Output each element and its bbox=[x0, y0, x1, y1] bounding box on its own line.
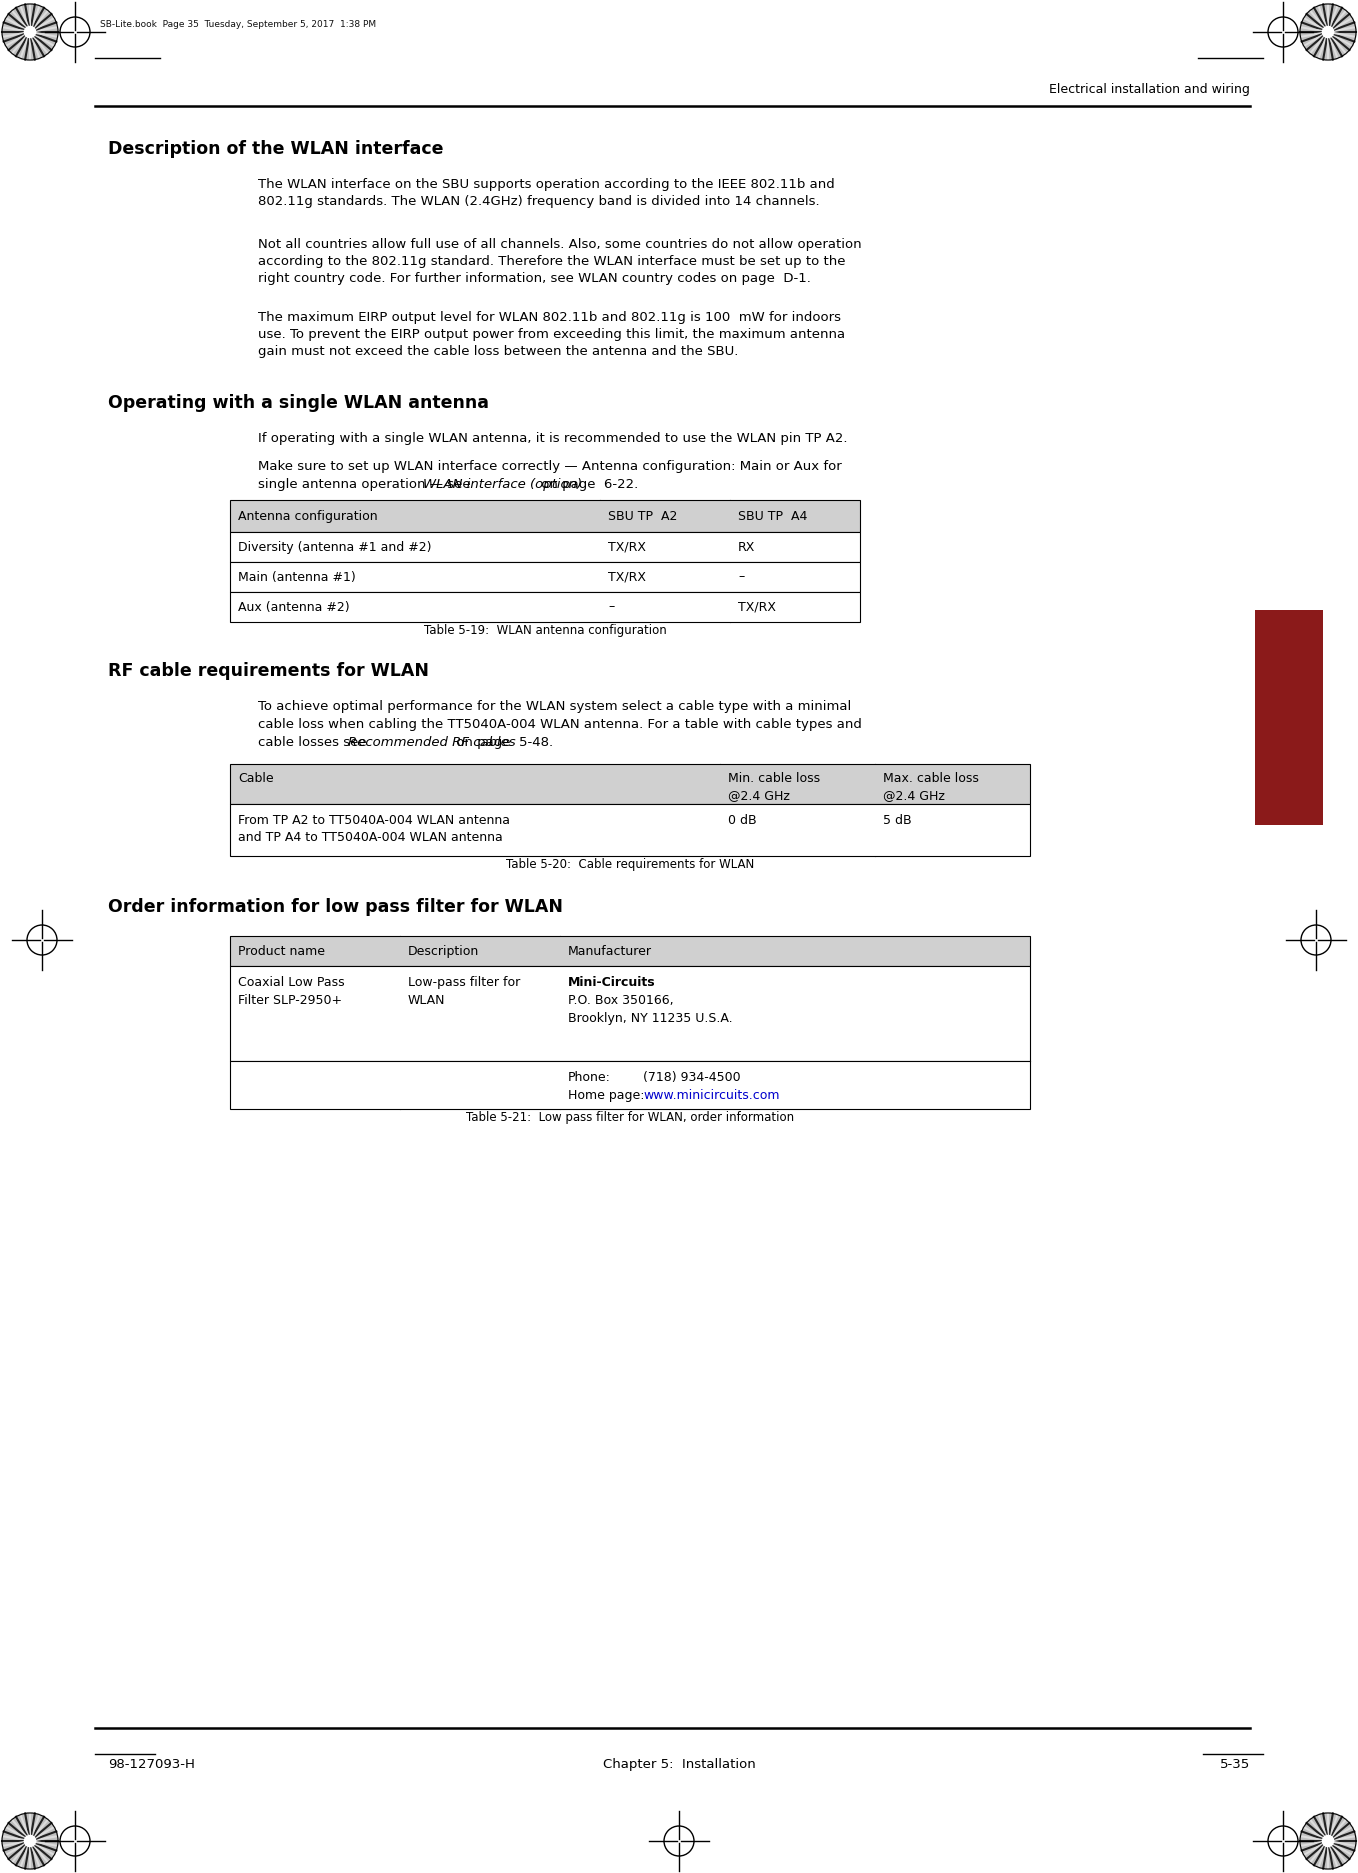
Text: Table 5-19:  WLAN antenna configuration: Table 5-19: WLAN antenna configuration bbox=[424, 624, 667, 637]
Text: SBU TP  A2: SBU TP A2 bbox=[608, 509, 678, 523]
Text: Low-pass filter for: Low-pass filter for bbox=[407, 976, 520, 989]
Bar bbox=[230, 562, 860, 592]
Text: Not all countries allow full use of all channels. Also, some countries do not al: Not all countries allow full use of all … bbox=[258, 238, 861, 285]
Bar bbox=[230, 532, 860, 562]
Text: 5 dB: 5 dB bbox=[883, 815, 911, 828]
Text: Aux (antenna #2): Aux (antenna #2) bbox=[238, 601, 349, 614]
Text: TX/RX: TX/RX bbox=[608, 571, 646, 584]
Text: Mini-Circuits: Mini-Circuits bbox=[568, 976, 656, 989]
Text: Max. cable loss: Max. cable loss bbox=[883, 772, 979, 785]
Text: The maximum EIRP output level for WLAN 802.11b and 802.11g is 100  mW for indoor: The maximum EIRP output level for WLAN 8… bbox=[258, 311, 845, 358]
Text: RF cable requirements for WLAN: RF cable requirements for WLAN bbox=[109, 661, 429, 680]
Text: TX/RX: TX/RX bbox=[737, 601, 775, 614]
Bar bbox=[230, 966, 1029, 1060]
Text: 5-35: 5-35 bbox=[1219, 1759, 1249, 1772]
Circle shape bbox=[1300, 1813, 1357, 1869]
Text: single antenna operation — see: single antenna operation — see bbox=[258, 478, 475, 491]
Text: @2.4 GHz: @2.4 GHz bbox=[883, 789, 945, 802]
Text: Description: Description bbox=[407, 944, 479, 957]
Text: –: – bbox=[608, 601, 614, 614]
Text: Electrical installation and wiring: Electrical installation and wiring bbox=[1050, 82, 1249, 96]
Bar bbox=[230, 764, 1029, 804]
Text: Phone:: Phone: bbox=[568, 1071, 611, 1084]
Text: on page  6-22.: on page 6-22. bbox=[536, 478, 638, 491]
Text: Table 5-20:  Cable requirements for WLAN: Table 5-20: Cable requirements for WLAN bbox=[507, 858, 754, 871]
Text: Brooklyn, NY 11235 U.S.A.: Brooklyn, NY 11235 U.S.A. bbox=[568, 1011, 732, 1025]
Text: Manufacturer: Manufacturer bbox=[568, 944, 652, 957]
Text: If operating with a single WLAN antenna, it is recommended to use the WLAN pin T: If operating with a single WLAN antenna,… bbox=[258, 433, 847, 446]
Text: P.O. Box 350166,: P.O. Box 350166, bbox=[568, 995, 674, 1008]
Text: TX/RX: TX/RX bbox=[608, 541, 646, 554]
Circle shape bbox=[24, 1836, 35, 1847]
Text: RX: RX bbox=[737, 541, 755, 554]
Text: Home page:: Home page: bbox=[568, 1088, 645, 1101]
Text: –: – bbox=[737, 571, 744, 584]
Bar bbox=[230, 592, 860, 622]
Text: From TP A2 to TT5040A-004 WLAN antenna: From TP A2 to TT5040A-004 WLAN antenna bbox=[238, 815, 511, 828]
Text: Cable: Cable bbox=[238, 772, 273, 785]
Text: Main (antenna #1): Main (antenna #1) bbox=[238, 571, 356, 584]
Text: (718) 934-4500: (718) 934-4500 bbox=[642, 1071, 740, 1084]
Circle shape bbox=[24, 26, 35, 37]
Bar bbox=[230, 1060, 1029, 1109]
Text: Antenna configuration: Antenna configuration bbox=[238, 509, 378, 523]
Bar bbox=[230, 500, 860, 532]
Bar bbox=[230, 804, 1029, 856]
Text: To achieve optimal performance for the WLAN system select a cable type with a mi: To achieve optimal performance for the W… bbox=[258, 701, 851, 714]
Text: Operating with a single WLAN antenna: Operating with a single WLAN antenna bbox=[109, 393, 489, 412]
Text: on page  5-48.: on page 5-48. bbox=[452, 736, 553, 749]
Text: and TP A4 to TT5040A-004 WLAN antenna: and TP A4 to TT5040A-004 WLAN antenna bbox=[238, 832, 502, 845]
Circle shape bbox=[1323, 1836, 1334, 1847]
Circle shape bbox=[1323, 26, 1334, 37]
Circle shape bbox=[1300, 4, 1357, 60]
Text: www.minicircuits.com: www.minicircuits.com bbox=[642, 1088, 779, 1101]
Text: Make sure to set up WLAN interface correctly — Antenna configuration: Main or Au: Make sure to set up WLAN interface corre… bbox=[258, 461, 842, 474]
Text: cable losses see: cable losses see bbox=[258, 736, 371, 749]
Text: Table 5-21:  Low pass filter for WLAN, order information: Table 5-21: Low pass filter for WLAN, or… bbox=[466, 1111, 794, 1124]
Text: Coaxial Low Pass: Coaxial Low Pass bbox=[238, 976, 345, 989]
Bar bbox=[230, 936, 1029, 966]
Text: cable loss when cabling the TT5040A-004 WLAN antenna. For a table with cable typ: cable loss when cabling the TT5040A-004 … bbox=[258, 717, 862, 730]
Text: 0 dB: 0 dB bbox=[728, 815, 756, 828]
Text: @2.4 GHz: @2.4 GHz bbox=[728, 789, 790, 802]
Circle shape bbox=[1, 4, 58, 60]
Text: Min. cable loss: Min. cable loss bbox=[728, 772, 820, 785]
Text: 98-127093-H: 98-127093-H bbox=[109, 1759, 196, 1772]
Bar bbox=[1255, 611, 1323, 824]
Text: WLAN interface (option): WLAN interface (option) bbox=[422, 478, 583, 491]
Circle shape bbox=[1, 1813, 58, 1869]
Text: The WLAN interface on the SBU supports operation according to the IEEE 802.11b a: The WLAN interface on the SBU supports o… bbox=[258, 178, 835, 208]
Text: Recommended RF cables: Recommended RF cables bbox=[349, 736, 516, 749]
Text: WLAN: WLAN bbox=[407, 995, 445, 1008]
Text: Diversity (antenna #1 and #2): Diversity (antenna #1 and #2) bbox=[238, 541, 432, 554]
Text: SB-Lite.book  Page 35  Tuesday, September 5, 2017  1:38 PM: SB-Lite.book Page 35 Tuesday, September … bbox=[100, 21, 376, 28]
Text: Filter SLP-2950+: Filter SLP-2950+ bbox=[238, 995, 342, 1008]
Text: Order information for low pass filter for WLAN: Order information for low pass filter fo… bbox=[109, 897, 564, 916]
Text: SBU TP  A4: SBU TP A4 bbox=[737, 509, 808, 523]
Text: Description of the WLAN interface: Description of the WLAN interface bbox=[109, 140, 444, 157]
Text: Product name: Product name bbox=[238, 944, 325, 957]
Text: Chapter 5:  Installation: Chapter 5: Installation bbox=[603, 1759, 755, 1772]
